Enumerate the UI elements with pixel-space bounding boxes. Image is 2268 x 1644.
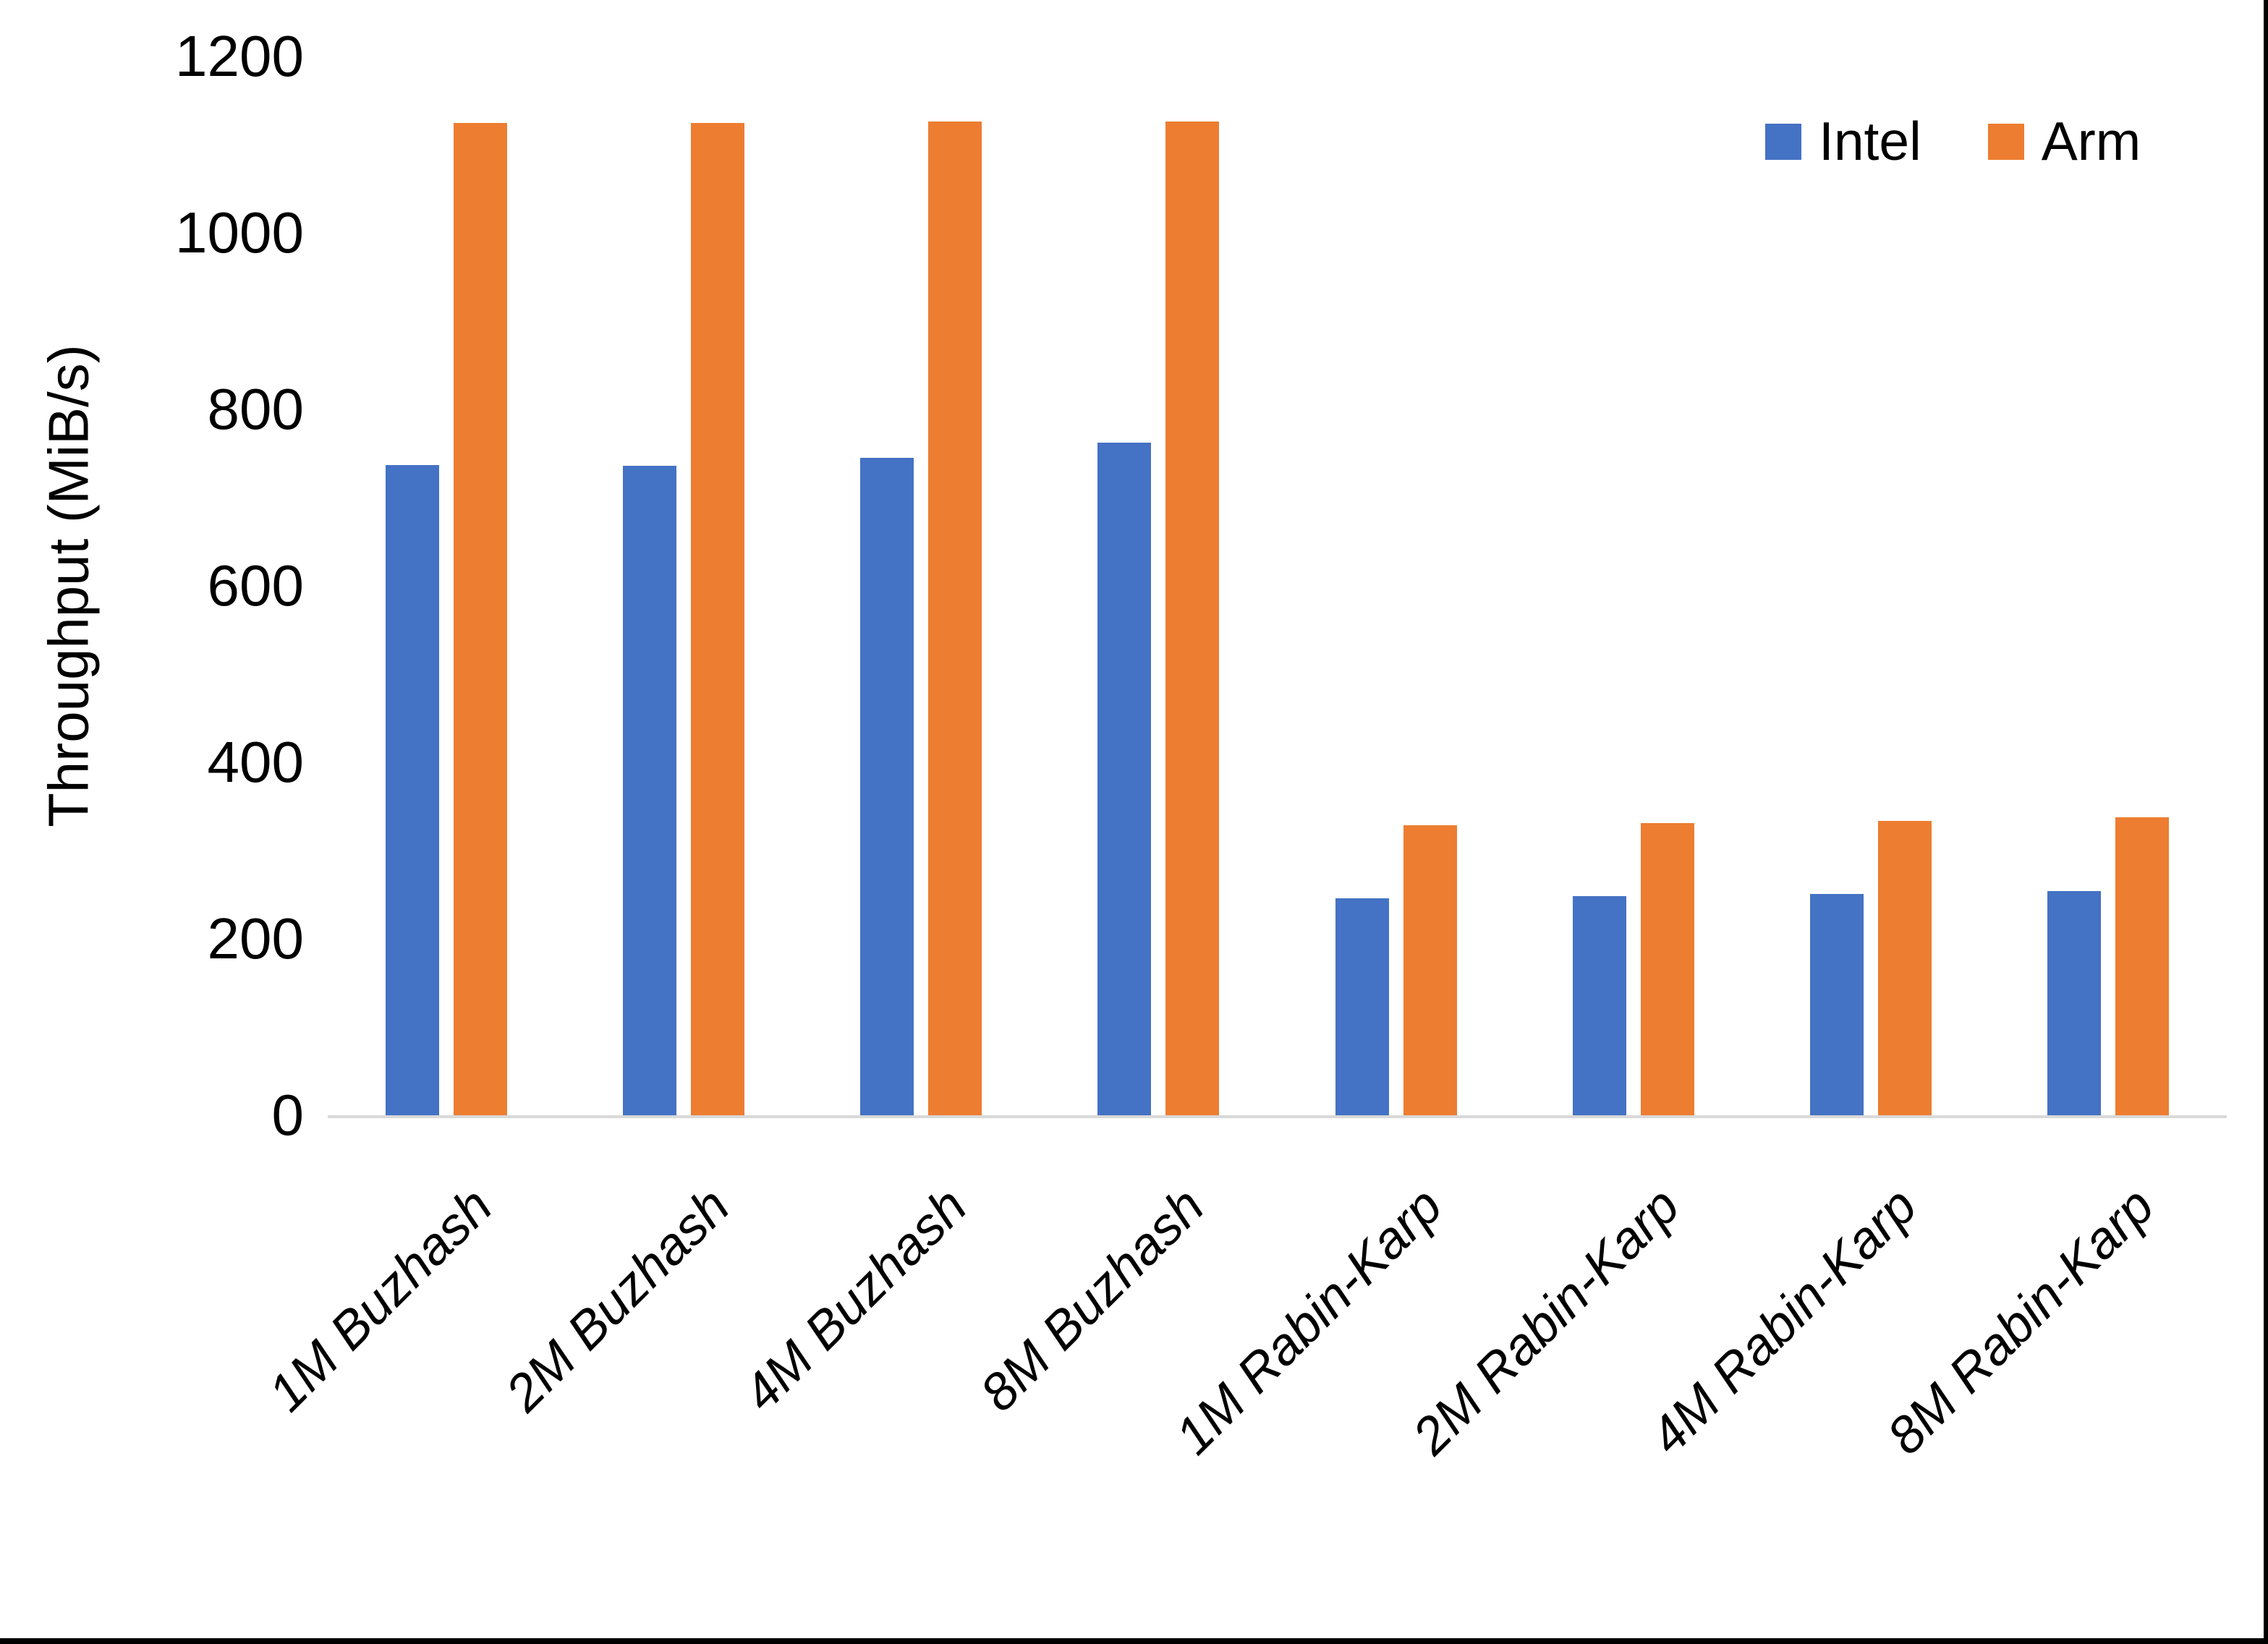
bar-arm-8m-rabin-karp [2115,817,2169,1115]
bar-arm-2m-buzhash [691,122,745,1115]
y-tick-600: 600 [207,553,304,618]
legend-item-arm: Arm [1987,111,2141,171]
legend-label-arm: Arm [2041,111,2141,171]
legend-swatch-arm [1987,123,2024,160]
legend: Intel Arm [1765,114,2141,169]
bar-intel-2m-rabin-karp [1572,896,1626,1115]
bar-arm-1m-rabin-karp [1403,825,1457,1115]
bar-intel-8m-rabin-karp [2047,891,2101,1115]
bar-arm-4m-rabin-karp [1877,820,1932,1115]
y-tick-400: 400 [207,730,304,794]
y-tick-800: 800 [207,377,304,441]
x-axis-line [328,1115,2227,1118]
bar-intel-4m-rabin-karp [1809,893,1864,1115]
legend-label-intel: Intel [1819,111,1921,171]
y-tick-0: 0 [271,1083,305,1147]
bar-arm-8m-buzhash [1165,122,1220,1115]
bar-intel-2m-buzhash [623,466,677,1115]
bottom-edge-line [0,1638,2268,1644]
y-tick-200: 200 [207,906,304,971]
bar-intel-4m-buzhash [860,458,914,1115]
right-edge-line [2264,0,2268,1644]
bar-arm-4m-buzhash [928,122,982,1115]
plot-area [328,56,2227,1115]
x-label-1m-buzhash: 1M Buzhash [258,1177,504,1423]
y-tick-1000: 1000 [175,200,304,265]
y-tick-1200: 1200 [175,24,304,88]
legend-item-intel: Intel [1765,114,1921,169]
bar-intel-1m-rabin-karp [1335,898,1389,1115]
bar-intel-8m-buzhash [1097,443,1152,1115]
bar-arm-1m-buzhash [454,122,508,1115]
bar-arm-2m-rabin-karp [1640,823,1694,1115]
bar-intel-1m-buzhash [386,464,440,1115]
legend-swatch-intel [1765,123,1801,160]
